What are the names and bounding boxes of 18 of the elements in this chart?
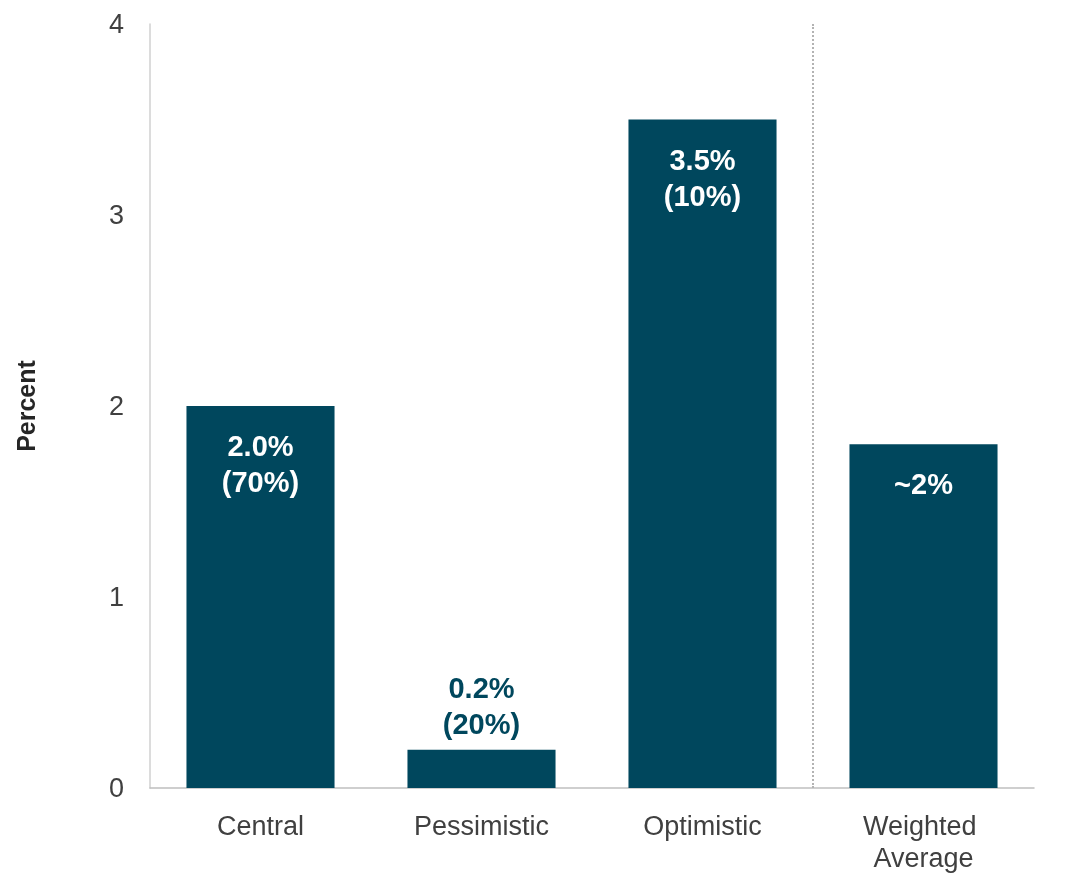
bar xyxy=(186,406,335,788)
y-tick-label: 2 xyxy=(108,391,124,421)
data-label: ~2% xyxy=(894,468,954,501)
y-tick-label: 1 xyxy=(108,582,124,612)
y-tick-label: 4 xyxy=(108,9,124,39)
bar xyxy=(407,749,556,788)
bar xyxy=(849,444,998,788)
bar xyxy=(628,119,777,788)
x-tick-label: Central xyxy=(216,811,305,841)
x-tick-label: Pessimistic xyxy=(413,811,550,841)
y-tick-label: 0 xyxy=(108,773,124,803)
x-tick-label: Optimistic xyxy=(643,811,762,841)
y-axis-title: Percent xyxy=(11,359,40,452)
data-label: 2.0% (70%) xyxy=(221,430,300,498)
x-tick-label: Weighted Average xyxy=(862,811,985,873)
data-label: 0.2% (20%) xyxy=(442,671,521,740)
y-tick-label: 3 xyxy=(108,200,124,230)
data-label: 3.5% (10%) xyxy=(663,143,742,212)
